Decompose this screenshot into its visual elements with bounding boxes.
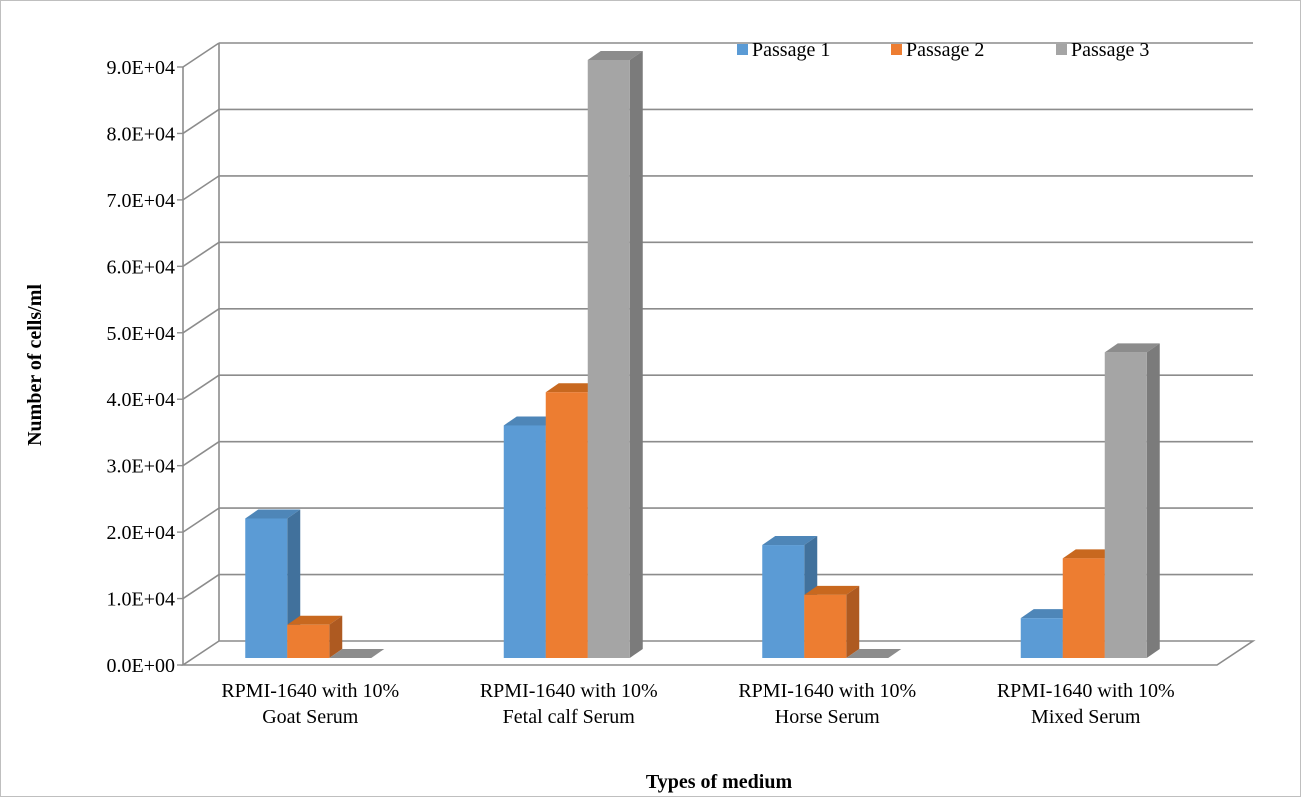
category-labels: RPMI-1640 with 10% Goat Serum RPMI-1640 wi…	[221, 680, 1174, 728]
bar-top	[329, 649, 385, 658]
gridline-diagonal	[182, 308, 220, 334]
y-tick-label: 3.0E+04	[107, 456, 176, 478]
bar-front	[245, 518, 288, 658]
bar-front	[587, 60, 630, 658]
gridline-diagonal	[182, 108, 220, 135]
bar-top	[245, 509, 301, 519]
bar-front	[1062, 558, 1105, 658]
y-tick-label: 9.0E+04	[107, 57, 176, 79]
bar	[329, 649, 385, 658]
bars	[245, 51, 1160, 658]
legend-swatch	[737, 44, 748, 55]
gridline-diagonal	[182, 441, 220, 467]
gridline-diagonal	[182, 374, 220, 400]
y-tick-label: 6.0E+04	[107, 256, 176, 278]
bar-top	[503, 416, 559, 426]
bar	[1104, 343, 1160, 658]
legend-swatch	[891, 44, 902, 55]
bar-front	[1104, 352, 1147, 658]
bar-front	[287, 624, 330, 658]
bar-top	[287, 615, 343, 625]
y-tick-label: 1.0E+04	[107, 589, 176, 611]
bar-top	[1104, 343, 1160, 353]
category-label: Mixed Serum	[1031, 706, 1141, 728]
bar-top	[545, 383, 601, 393]
bar-front	[1020, 618, 1063, 658]
x-axis-title: Types of medium	[646, 771, 793, 793]
y-tick-label: 5.0E+04	[107, 323, 176, 345]
legend-label: Passage 3	[1071, 39, 1149, 61]
gridlines	[180, 42, 1256, 666]
floor	[180, 640, 1256, 666]
y-tick-label: 4.0E+04	[107, 389, 176, 411]
category-label: Horse Serum	[775, 706, 880, 728]
bar-side	[329, 615, 343, 658]
legend-label: Passage 1	[752, 39, 830, 61]
bar	[287, 615, 343, 658]
bar	[846, 649, 902, 658]
bar-front	[804, 594, 847, 658]
y-axis-title: Number of cells/ml	[24, 284, 46, 446]
category-label: RPMI-1640 with 10%	[480, 680, 658, 702]
category-label: Goat Serum	[262, 706, 359, 728]
category-label: Fetal calf Serum	[503, 706, 636, 728]
bar-top	[587, 51, 643, 60]
bar-side	[629, 51, 643, 658]
gridline-diagonal	[182, 175, 220, 201]
y-tick-label: 0.0E+00	[107, 655, 176, 677]
category-label: RPMI-1640 with 10%	[221, 680, 399, 702]
bar-top	[846, 649, 902, 658]
bar	[245, 509, 301, 658]
gridline-diagonal	[182, 507, 220, 533]
y-tick-label: 7.0E+04	[107, 190, 176, 212]
legend-label: Passage 2	[906, 39, 984, 61]
legend: Passage 1 Passage 2 Passage 3	[737, 39, 1149, 61]
bar-top	[1020, 609, 1076, 619]
bar	[804, 585, 860, 658]
y-tick-labels: 0.0E+00 1.0E+04 2.0E+04 3.0E+04 4.0E+04 5.0E+…	[107, 57, 183, 677]
gridline-diagonal	[182, 573, 220, 600]
bar-top	[1062, 549, 1118, 559]
bar-front	[545, 392, 588, 658]
category-label: RPMI-1640 with 10%	[997, 680, 1175, 702]
bar-side	[1146, 343, 1160, 658]
category-label: RPMI-1640 with 10%	[738, 680, 916, 702]
bar-front	[762, 545, 805, 658]
bar-top	[804, 585, 860, 595]
gridline-diagonal	[182, 241, 220, 267]
gridline-diagonal	[182, 42, 220, 68]
y-tick-label: 2.0E+04	[107, 522, 176, 544]
bar	[587, 51, 643, 658]
bar-side	[846, 585, 860, 658]
bar-front	[503, 425, 546, 658]
legend-swatch	[1056, 44, 1067, 55]
y-tick-label: 8.0E+04	[107, 123, 176, 145]
bar-top	[762, 536, 818, 546]
